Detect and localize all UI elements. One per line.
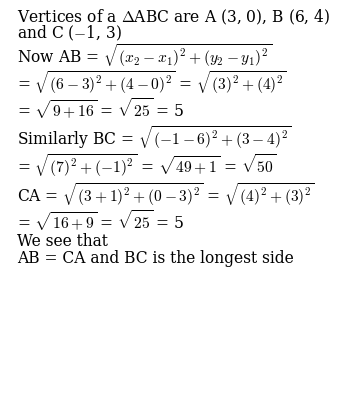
Text: Vertices of a $\Delta$ABC are A (3, 0), B (6, 4): Vertices of a $\Delta$ABC are A (3, 0), …	[17, 8, 330, 27]
Text: = $\sqrt{16+9}$ = $\sqrt{25}$ = 5: = $\sqrt{16+9}$ = $\sqrt{25}$ = 5	[17, 208, 185, 233]
Text: Now AB = $\sqrt{(x_2 - x_1)^2 + (y_2 - y_1)^2}$: Now AB = $\sqrt{(x_2 - x_1)^2 + (y_2 - y…	[17, 43, 272, 69]
Text: CA = $\sqrt{(3+1)^2 + (0-3)^2}$ = $\sqrt{(4)^2 + (3)^2}$: CA = $\sqrt{(3+1)^2 + (0-3)^2}$ = $\sqrt…	[17, 181, 315, 208]
Text: = $\sqrt{(6-3)^2 + (4-0)^2}$ = $\sqrt{(3)^2 + (4)^2}$: = $\sqrt{(6-3)^2 + (4-0)^2}$ = $\sqrt{(3…	[17, 70, 287, 96]
Text: and C ($-$1, 3): and C ($-$1, 3)	[17, 24, 122, 43]
Text: We see that: We see that	[17, 233, 108, 250]
Text: AB = CA and BC is the longest side: AB = CA and BC is the longest side	[17, 250, 294, 266]
Text: = $\sqrt{(7)^2 + (-1)^2}$ = $\sqrt{49+1}$ = $\sqrt{50}$: = $\sqrt{(7)^2 + (-1)^2}$ = $\sqrt{49+1}…	[17, 153, 276, 179]
Text: Similarly BC = $\sqrt{(-1-6)^2 + (3-4)^2}$: Similarly BC = $\sqrt{(-1-6)^2 + (3-4)^2…	[17, 124, 292, 151]
Text: = $\sqrt{9+16}$ = $\sqrt{25}$ = 5: = $\sqrt{9+16}$ = $\sqrt{25}$ = 5	[17, 96, 185, 121]
